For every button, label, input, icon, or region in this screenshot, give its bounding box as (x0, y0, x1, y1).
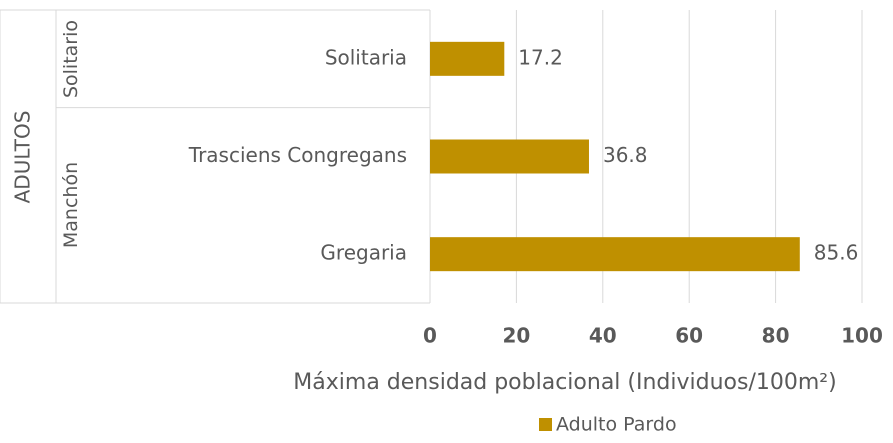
data-label: 36.8 (603, 143, 648, 167)
data-label: 17.2 (518, 45, 563, 69)
x-tick-label: 80 (762, 324, 790, 348)
bar (430, 237, 800, 272)
x-tick-label: 20 (502, 324, 530, 348)
x-axis-title: Máxima densidad poblacional (Individuos/… (293, 370, 836, 395)
x-tick-label: 100 (841, 324, 883, 348)
x-tick-label: 60 (675, 324, 703, 348)
data-label: 85.6 (814, 241, 859, 265)
bar (430, 139, 589, 174)
y-tick-label: Solitaria (325, 45, 407, 69)
outer-label: ADULTOS (11, 111, 35, 204)
legend-swatch (539, 418, 552, 431)
legend-label: Adulto Pardo (556, 414, 677, 436)
group-label: Solitario (60, 19, 82, 98)
group-label: Manchón (60, 162, 82, 249)
x-tick-label: 0 (423, 324, 437, 348)
y-tick-label: Trasciens Congregans (188, 143, 407, 167)
y-tick-label: Gregaria (320, 241, 407, 265)
x-tick-label: 40 (589, 324, 617, 348)
bar (430, 41, 505, 76)
